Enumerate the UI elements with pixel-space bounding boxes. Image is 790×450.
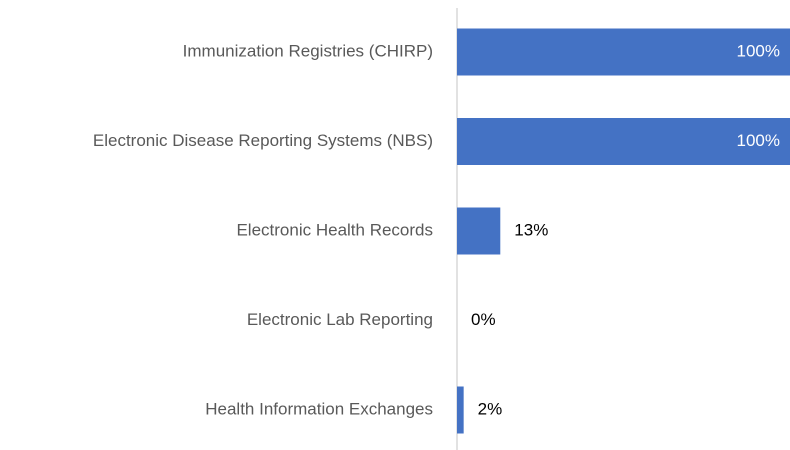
category-label: Electronic Disease Reporting Systems (NB…: [93, 131, 433, 150]
bar: [457, 118, 790, 165]
category-label: Electronic Health Records: [236, 220, 433, 239]
data-label: 0%: [471, 310, 496, 329]
data-label: 100%: [737, 41, 780, 60]
category-label: Health Information Exchanges: [205, 399, 433, 418]
bar: [457, 207, 501, 255]
bar: [457, 28, 790, 76]
data-label: 100%: [737, 131, 780, 150]
bar: [457, 386, 464, 434]
data-label: 13%: [514, 220, 548, 239]
data-label: 2%: [478, 399, 503, 418]
category-label: Immunization Registries (CHIRP): [183, 41, 433, 60]
category-label: Electronic Lab Reporting: [247, 310, 433, 329]
